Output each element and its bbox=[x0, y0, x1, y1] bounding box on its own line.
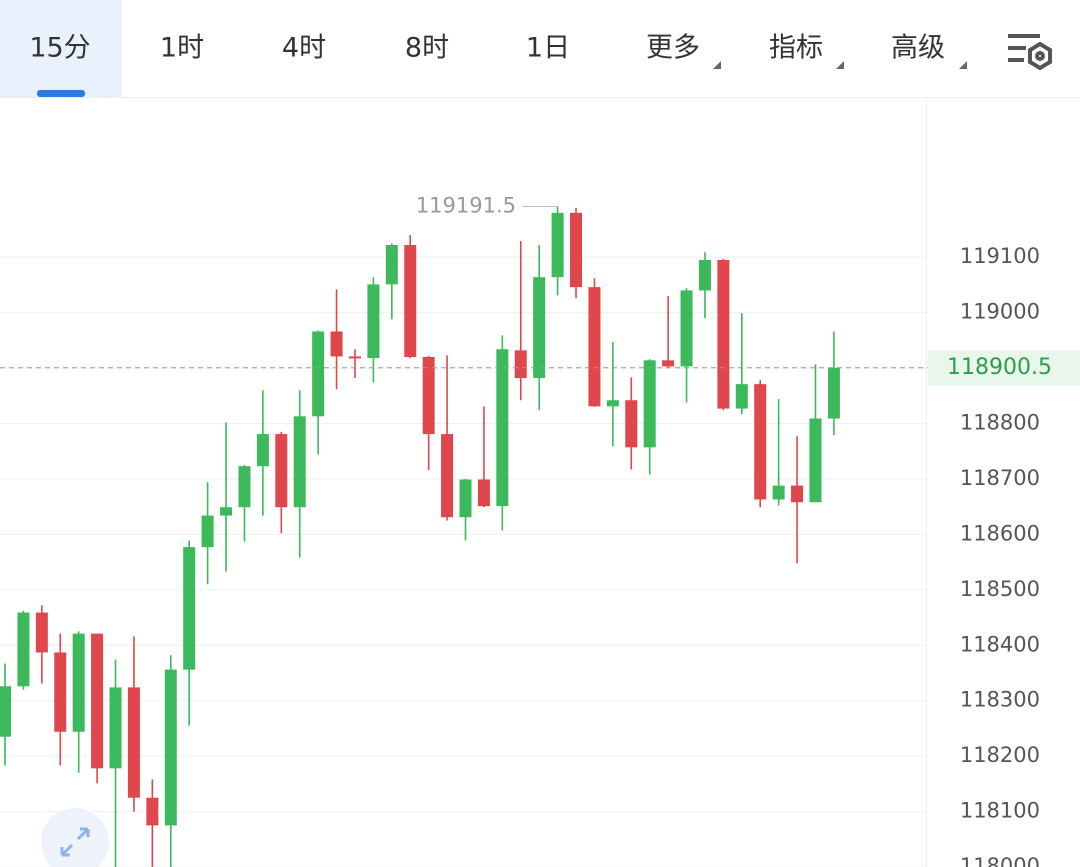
y-tick-label: 118800 bbox=[960, 411, 1040, 435]
candle-body bbox=[643, 360, 656, 448]
candle-body bbox=[17, 612, 30, 687]
settings-icon[interactable] bbox=[1008, 34, 1052, 71]
candle-body bbox=[496, 349, 509, 507]
candle-body bbox=[146, 797, 159, 826]
candle-body bbox=[183, 547, 196, 670]
candle-body bbox=[459, 479, 472, 518]
candle-body bbox=[72, 633, 85, 732]
candle-body bbox=[735, 384, 748, 409]
candle-body bbox=[367, 284, 380, 359]
y-tick-label: 118500 bbox=[960, 577, 1040, 601]
candle-body bbox=[754, 384, 767, 500]
tab[interactable]: 指标 bbox=[769, 33, 823, 64]
candle-body bbox=[551, 212, 564, 278]
candle-body bbox=[109, 687, 122, 769]
last-price-label: 118900.5 bbox=[947, 355, 1052, 380]
candle-body bbox=[827, 367, 840, 419]
candle-body bbox=[698, 259, 711, 291]
y-tick-label: 118000 bbox=[960, 854, 1040, 867]
candle-body bbox=[404, 245, 417, 357]
y-tick-label: 118100 bbox=[960, 799, 1040, 823]
tab[interactable]: 高级 bbox=[891, 33, 945, 64]
candle-body bbox=[662, 360, 675, 367]
y-tick-label: 118400 bbox=[960, 632, 1040, 656]
candle-body bbox=[256, 434, 269, 467]
candle-body bbox=[422, 356, 435, 435]
tab[interactable]: 15分 bbox=[29, 33, 90, 64]
candle-body bbox=[514, 350, 527, 379]
expand-button[interactable] bbox=[41, 808, 109, 867]
y-tick-label: 118700 bbox=[960, 466, 1040, 490]
y-tick-label: 119000 bbox=[960, 300, 1040, 324]
tab[interactable]: 4时 bbox=[282, 33, 326, 64]
candle-body bbox=[275, 434, 288, 508]
dropdown-arrows bbox=[713, 61, 967, 69]
candle-body bbox=[293, 416, 306, 508]
candle-body bbox=[164, 669, 177, 826]
candle-body bbox=[625, 400, 638, 448]
y-tick-label: 118200 bbox=[960, 743, 1040, 767]
candle-body bbox=[772, 485, 785, 500]
tab[interactable]: 1时 bbox=[160, 33, 204, 64]
tab[interactable]: 1日 bbox=[526, 33, 570, 64]
y-tick-label: 118300 bbox=[960, 688, 1040, 712]
candle-body bbox=[220, 507, 233, 516]
candle-body bbox=[348, 356, 361, 359]
candle-body bbox=[35, 612, 48, 653]
last-price-box bbox=[928, 349, 1080, 386]
candle-body bbox=[533, 277, 546, 379]
candle-body bbox=[717, 259, 730, 409]
candle-body bbox=[588, 287, 601, 407]
candle-body bbox=[91, 633, 104, 769]
active-tab-indicator bbox=[37, 90, 85, 97]
candle-body bbox=[54, 652, 67, 732]
active-tab-bg bbox=[0, 0, 122, 97]
candle-body bbox=[330, 331, 343, 357]
candle-body bbox=[127, 687, 140, 798]
candle-body bbox=[312, 331, 325, 417]
candle-body bbox=[477, 479, 490, 507]
candle-body bbox=[570, 212, 583, 288]
candle-body bbox=[606, 400, 619, 407]
tab[interactable]: 更多 bbox=[646, 33, 700, 64]
candle-body bbox=[680, 290, 693, 367]
candle-body bbox=[809, 418, 822, 503]
candle-body bbox=[385, 245, 398, 285]
candle-body bbox=[201, 515, 214, 548]
candle-body bbox=[791, 485, 804, 503]
candle-body bbox=[0, 686, 11, 737]
candle-body bbox=[441, 434, 454, 518]
y-tick-label: 118600 bbox=[960, 521, 1040, 545]
candle-body bbox=[238, 466, 251, 508]
y-tick-label: 119100 bbox=[960, 244, 1040, 268]
max-label: 119191.5 bbox=[416, 193, 516, 217]
tab[interactable]: 8时 bbox=[405, 33, 449, 64]
